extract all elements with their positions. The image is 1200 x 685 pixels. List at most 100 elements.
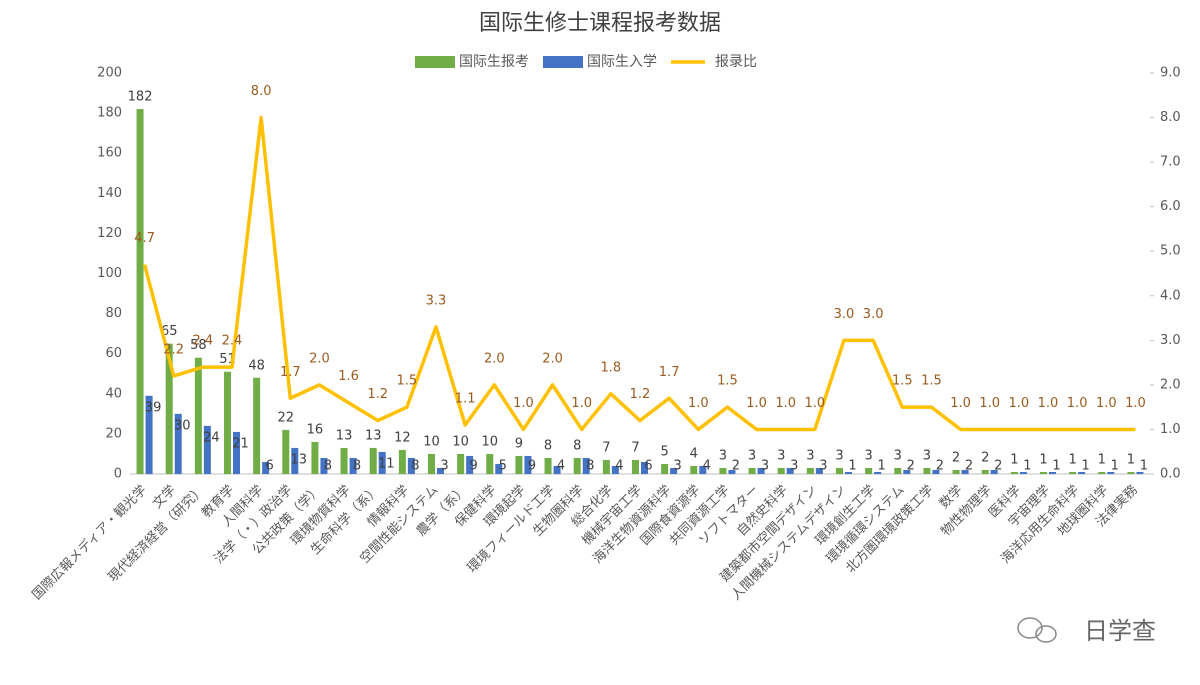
- bar: [1136, 471, 1144, 474]
- bar: [1049, 471, 1056, 474]
- bar: [1019, 471, 1027, 474]
- ratio-label: 1.0: [950, 396, 971, 411]
- bar-label: 9: [515, 436, 523, 451]
- bar: [262, 461, 270, 474]
- bar: [661, 463, 669, 474]
- bar: [757, 467, 765, 474]
- bar: [145, 395, 153, 474]
- ratio-label: 2.4: [193, 334, 214, 349]
- ratio-label: 3.0: [863, 307, 884, 322]
- ratio-label: 1.0: [1096, 396, 1117, 411]
- bar: [582, 457, 590, 474]
- bar-label: 1: [1039, 452, 1047, 467]
- bar: [690, 465, 698, 474]
- ratio-label: 1.0: [775, 396, 796, 411]
- y2-tick-label: 4.0: [1160, 288, 1181, 303]
- bar-label: 8: [544, 438, 552, 453]
- bar-label: 2: [936, 459, 944, 474]
- bar-label: 48: [248, 358, 265, 373]
- bar: [806, 467, 814, 474]
- bar-label: 24: [203, 430, 220, 445]
- bar-label: 1: [1098, 452, 1106, 467]
- ratio-label: 2.4: [222, 334, 243, 349]
- bar-label: 3: [748, 448, 756, 463]
- bar: [990, 469, 998, 474]
- bar-label: 8: [411, 459, 419, 474]
- bar-label: 2: [907, 459, 915, 474]
- bar: [224, 371, 231, 474]
- bar-label: 21: [232, 436, 249, 451]
- ratio-label: 1.0: [1067, 396, 1088, 411]
- legend-label: 报录比: [715, 54, 757, 70]
- bar-label: 58: [190, 338, 207, 353]
- bar-label: 1: [1069, 452, 1077, 467]
- bar-label: 3: [894, 448, 902, 463]
- y-tick-label: 180: [97, 106, 122, 121]
- ratio-label: 1.7: [280, 365, 301, 380]
- bar: [194, 357, 202, 474]
- bar: [815, 467, 823, 474]
- bar: [699, 465, 707, 474]
- ratio-label: 1.5: [892, 374, 913, 389]
- bar: [1127, 471, 1135, 474]
- bar: [632, 459, 639, 474]
- watermark-icon: [1017, 617, 1057, 643]
- bar-label: 3: [440, 459, 448, 474]
- y-tick-label: 200: [97, 66, 122, 81]
- bar-label: 4: [557, 459, 565, 474]
- bar-label: 4: [690, 446, 698, 461]
- bar: [845, 471, 852, 474]
- bar: [641, 461, 648, 474]
- bar-label: 1: [848, 459, 856, 474]
- bar: [719, 467, 727, 474]
- bar-label: 1: [1052, 459, 1060, 474]
- y-tick-label: 0: [114, 467, 122, 482]
- bar-label: 1: [1082, 459, 1090, 474]
- bar-label: 3: [761, 459, 769, 474]
- ratio-label: 1.0: [979, 396, 1000, 411]
- ratio-label: 1.0: [571, 396, 592, 411]
- bar-label: 1: [1140, 459, 1148, 474]
- bar-label: 1: [878, 459, 886, 474]
- bar: [253, 377, 261, 474]
- bar-label: 5: [499, 459, 507, 474]
- bar: [291, 447, 299, 474]
- bar: [340, 447, 348, 474]
- bar-label: 182: [128, 90, 153, 105]
- legend-label: 国际生报考: [459, 54, 529, 70]
- bar-label: 2: [981, 450, 989, 465]
- y-tick-label: 20: [105, 426, 122, 441]
- line: [142, 115, 1136, 432]
- bar-label: 4: [703, 459, 711, 474]
- y-tick-label: 140: [97, 186, 122, 201]
- bar-label: 1: [1111, 459, 1119, 474]
- bar-label: 2: [952, 450, 960, 465]
- bar-label: 3: [674, 459, 682, 474]
- bar-label: 12: [394, 430, 411, 445]
- ratio-label: 1.5: [717, 374, 738, 389]
- bar: [174, 413, 182, 474]
- bar: [515, 455, 523, 474]
- ratio-label: 2.0: [309, 351, 330, 366]
- bar: [903, 469, 911, 474]
- bar-label: 13: [291, 452, 308, 467]
- ratio-label: 1.0: [1125, 396, 1146, 411]
- bar: [544, 457, 552, 474]
- legend-swatch: [415, 56, 455, 68]
- ratio-label: 3.0: [834, 307, 855, 322]
- bar: [428, 453, 435, 474]
- y2-tick-label: 5.0: [1160, 244, 1181, 259]
- y2-tick-label: 1.0: [1160, 422, 1181, 437]
- bar-label: 10: [423, 434, 440, 449]
- bar-label: 2: [732, 459, 740, 474]
- bar-label: 3: [923, 448, 931, 463]
- ratio-label: 2.2: [163, 342, 184, 357]
- ratio-label: 4.7: [134, 231, 155, 246]
- bar: [981, 469, 989, 474]
- ratio-label: 1.5: [921, 374, 942, 389]
- legend-label: 国际生入学: [587, 54, 657, 70]
- bar-label: 1: [1010, 452, 1018, 467]
- bar-label: 11: [378, 456, 395, 471]
- bar: [486, 453, 494, 474]
